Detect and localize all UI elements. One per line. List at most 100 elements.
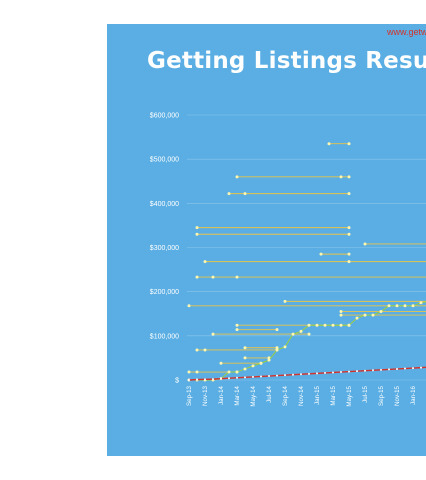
baseline-point <box>244 376 246 379</box>
cumulative-point <box>267 358 271 362</box>
x-tick-label: Mar-14 <box>234 385 241 405</box>
listing-point <box>195 226 199 230</box>
baseline-point <box>412 367 414 370</box>
baseline-point <box>356 370 358 373</box>
baseline-point <box>228 377 230 380</box>
listing-point <box>219 361 223 365</box>
listing-point <box>275 346 279 350</box>
baseline-point <box>348 370 350 373</box>
x-tick-label: May-15 <box>346 385 353 406</box>
baseline-point <box>276 374 278 377</box>
baseline-point <box>364 369 366 372</box>
baseline-point <box>268 375 270 378</box>
cumulative-point <box>331 323 335 327</box>
cumulative-point <box>323 323 327 327</box>
cumulative-point <box>419 301 423 305</box>
baseline-point <box>220 377 222 380</box>
cumulative-line <box>189 301 426 381</box>
y-tick-label: $400,000 <box>150 201 179 208</box>
listing-point <box>243 192 247 196</box>
listing-point <box>227 192 231 196</box>
cumulative-point <box>387 304 391 308</box>
baseline-point <box>204 378 206 381</box>
listing-point <box>319 252 323 256</box>
cumulative-point <box>363 313 367 317</box>
cumulative-point <box>403 304 407 308</box>
listing-point <box>195 275 199 279</box>
listing-point <box>235 275 239 279</box>
cumulative-point <box>355 316 359 320</box>
listing-point <box>347 232 351 236</box>
cumulative-point <box>339 323 343 327</box>
baseline-point <box>260 375 262 378</box>
baseline-point <box>300 373 302 376</box>
listing-point <box>307 332 311 336</box>
baseline-point <box>372 369 374 372</box>
y-tick-label: $600,000 <box>150 113 179 120</box>
x-tick-label: Sep-14 <box>282 385 289 406</box>
x-tick-label: Sep-15 <box>378 385 385 406</box>
listing-point <box>347 260 351 264</box>
y-tick-label: $500,000 <box>150 157 179 164</box>
x-tick-label: Nov-14 <box>298 385 305 406</box>
cumulative-point <box>243 367 247 371</box>
cumulative-point <box>307 323 311 327</box>
listing-point <box>211 275 215 279</box>
listing-point <box>339 313 343 317</box>
chart-plot: $ $100,000 $200,000 $300,000 $400,000 $500,00… <box>150 113 426 407</box>
source-url[interactable]: www.getw <box>387 27 426 37</box>
cumulative-point <box>315 323 319 327</box>
cumulative-point <box>347 323 351 327</box>
cumulative-point <box>235 370 239 374</box>
listing-point <box>327 142 331 146</box>
baseline-point <box>196 378 198 381</box>
baseline-point <box>284 374 286 377</box>
listing-point <box>187 370 191 374</box>
listing-point <box>243 346 247 350</box>
baseline-point <box>212 378 214 381</box>
baseline-point <box>380 368 382 371</box>
x-tick-label: Jan-16 <box>410 385 417 404</box>
listing-point <box>211 332 215 336</box>
cumulative-point <box>227 370 231 374</box>
chart-panel: www.getw Getting Listings Results (A $ $1… <box>107 24 426 456</box>
chart-title: Getting Listings Results (A <box>147 48 426 74</box>
y-tick-label: $200,000 <box>150 289 179 296</box>
cumulative-point <box>299 329 303 333</box>
listing-point <box>235 323 239 327</box>
baseline-point <box>316 372 318 375</box>
listing-point <box>347 226 351 230</box>
cumulative-point <box>283 345 287 349</box>
x-tick-label: Jul-14 <box>266 385 273 402</box>
listing-point <box>275 328 279 332</box>
y-tick-label: $ <box>175 378 179 385</box>
cumulative-point <box>371 313 375 317</box>
y-tick-label: $100,000 <box>150 333 179 340</box>
cumulative-point <box>251 364 255 368</box>
listing-point <box>347 142 351 146</box>
listing-point <box>347 175 351 179</box>
listing-point <box>347 192 351 196</box>
listing-point <box>235 328 239 332</box>
x-tick-label: Jul-15 <box>362 385 369 402</box>
x-tick-label: Mar-15 <box>330 385 337 405</box>
cumulative-point <box>275 348 279 352</box>
y-tick-label: $300,000 <box>150 245 179 252</box>
x-tick-label: Sep-13 <box>186 385 193 406</box>
listing-point <box>195 348 199 352</box>
cumulative-point <box>259 361 263 365</box>
x-tick-label: Jan-15 <box>314 385 321 404</box>
listing-point <box>203 348 207 352</box>
listing-point <box>203 260 207 264</box>
cumulative-point <box>291 332 295 336</box>
baseline-point <box>292 373 294 376</box>
listing-point <box>363 242 367 246</box>
baseline-line <box>188 366 426 381</box>
listing-point <box>339 175 343 179</box>
listing-point <box>195 232 199 236</box>
listing-point <box>347 252 351 256</box>
listing-point <box>243 356 247 360</box>
cumulative-point <box>379 310 383 314</box>
baseline-point <box>332 371 334 374</box>
baseline-point <box>252 375 254 378</box>
